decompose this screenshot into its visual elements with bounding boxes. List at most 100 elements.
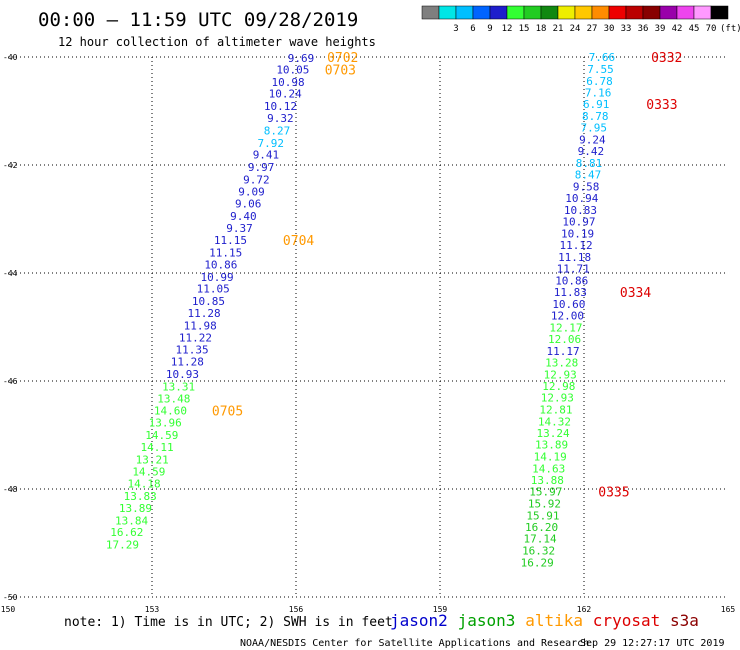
legend-swatch	[574, 5, 593, 20]
wave-height-point: 10.19	[561, 228, 594, 241]
legend-swatch	[472, 5, 491, 20]
legend-bin-label: 6	[470, 24, 475, 34]
wave-height-point: 9.42	[578, 145, 605, 158]
wave-height-point: 9.24	[579, 134, 606, 147]
wave-height-point: 12.81	[539, 404, 572, 417]
wave-height-point: 13.24	[536, 427, 569, 440]
wave-height-point: 9.69	[288, 52, 315, 65]
chart-title: 00:00 – 11:59 UTC 09/28/2019	[38, 9, 358, 31]
y-tick-label: -48	[3, 485, 18, 494]
wave-height-point: 11.28	[171, 356, 204, 369]
satellite-label: altika	[525, 611, 583, 630]
wave-height-point: 11.98	[184, 319, 217, 332]
wave-height-point: 11.28	[188, 307, 221, 320]
pass-id-label: 0702	[327, 51, 358, 66]
legend-swatch	[455, 5, 474, 20]
pass-id-label: 0704	[283, 234, 314, 249]
wave-height-point: 13.96	[149, 417, 182, 430]
y-tick-label: -40	[3, 53, 18, 62]
wave-height-point: 14.32	[538, 416, 571, 429]
wave-height-point: 16.62	[110, 526, 143, 539]
legend-bin-label: 24	[570, 24, 581, 34]
x-tick-label: 165	[721, 605, 736, 614]
legend-swatch	[676, 5, 695, 20]
wave-height-point: 13.89	[119, 502, 152, 515]
wave-height-point: 15.91	[526, 509, 559, 522]
pass-id-label: 0334	[620, 286, 651, 301]
wave-height-point: 12.00	[551, 310, 584, 323]
legend-bin-label: 45	[689, 24, 700, 34]
satellite-label: jason2	[390, 611, 448, 630]
legend-swatch	[438, 5, 457, 20]
wave-height-point: 13.28	[545, 357, 578, 370]
wave-height-point: 11.22	[179, 331, 212, 344]
x-tick-label: 156	[289, 605, 304, 614]
wave-height-point: 9.09	[238, 185, 265, 198]
wave-height-point: 9.72	[243, 174, 270, 187]
wave-height-point: 6.78	[586, 75, 613, 88]
wave-height-point: 6.91	[583, 98, 610, 111]
wave-height-point: 10.86	[555, 275, 588, 288]
pass-id-label: 0335	[598, 486, 629, 501]
wave-height-point: 10.98	[272, 76, 305, 89]
footer-timestamp: Sep 29 12:27:17 UTC 2019	[580, 638, 725, 649]
wave-height-point: 11.18	[558, 251, 591, 264]
satellite-label: cryosat	[593, 611, 660, 630]
wave-height-point: 13.89	[535, 439, 568, 452]
wave-height-point: 13.84	[115, 514, 148, 527]
legend-swatch	[489, 5, 508, 20]
wave-height-point: 14.18	[128, 478, 161, 491]
pass-id-label: 0332	[651, 51, 682, 66]
pass-id-label: 0705	[212, 405, 243, 420]
legend-bin-label: 70	[706, 24, 717, 34]
legend-bin-label: 15	[519, 24, 530, 34]
wave-height-point: 14.59	[132, 466, 165, 479]
x-tick-label: 162	[577, 605, 592, 614]
wave-height-point: 13.31	[162, 380, 195, 393]
wave-height-point: 7.16	[585, 87, 612, 100]
y-tick-label: -42	[3, 161, 18, 170]
wave-height-point: 15.97	[529, 486, 562, 499]
wave-height-point: 17.29	[106, 539, 139, 552]
wave-height-point: 16.29	[521, 556, 554, 569]
legend-swatch	[693, 5, 712, 20]
wave-height-point: 11.71	[557, 263, 590, 276]
wave-height-point: 11.35	[176, 344, 209, 357]
wave-height-point: 10.05	[276, 63, 309, 76]
wave-height-point: 11.12	[560, 239, 593, 252]
wave-height-point: 15.92	[528, 498, 561, 511]
y-tick-label: -44	[3, 269, 18, 278]
wave-height-point: 11.05	[197, 283, 230, 296]
wave-height-point: 13.88	[531, 474, 564, 487]
wave-height-point: 7.55	[587, 63, 614, 76]
wave-height-point: 11.17	[547, 345, 580, 358]
wave-height-point: 11.15	[214, 234, 247, 247]
legend-swatch	[557, 5, 576, 20]
x-tick-label: 150	[1, 605, 16, 614]
wave-height-point: 7.95	[581, 122, 608, 135]
legend-bin-label: 39	[655, 24, 666, 34]
legend-swatch	[608, 5, 627, 20]
wave-height-point: 9.37	[226, 222, 253, 235]
color-legend: 3 6 9 12 15 18 21 24 27 30 33 36 39 42 45 70 (ft)	[421, 5, 740, 34]
legend-swatch	[540, 5, 559, 20]
wave-height-point: 9.58	[573, 181, 600, 194]
wave-height-point: 10.24	[269, 88, 302, 101]
legend-bin-label: 42	[672, 24, 683, 34]
satellite-label: s3a	[670, 611, 699, 630]
legend-bin-label: 36	[638, 24, 649, 34]
footer-credit: NOAA/NESDIS Center for Satellite Applica…	[240, 638, 589, 649]
wave-height-point: 13.83	[124, 490, 157, 503]
y-tick-label: -50	[3, 593, 18, 602]
legend-bin-label: 12	[502, 24, 513, 34]
pass-id-label: 0703	[325, 63, 356, 78]
wave-height-point: 12.98	[542, 380, 575, 393]
wave-height-point: 9.06	[235, 197, 262, 210]
wave-height-point: 10.86	[204, 258, 237, 271]
x-tick-label: 153	[145, 605, 160, 614]
x-tick-label: 159	[433, 605, 448, 614]
satellite-legend: jason2 jason3 altika cryosat s3a	[390, 611, 699, 630]
legend-bin-label: 33	[621, 24, 632, 34]
